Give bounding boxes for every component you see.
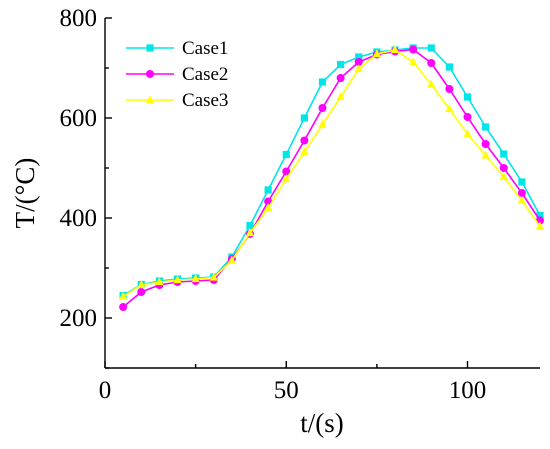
x-tick-label: 0 — [99, 377, 112, 404]
data-point-case2 — [282, 167, 291, 176]
y-tick-label: 200 — [60, 305, 98, 332]
data-point-case3 — [354, 64, 363, 73]
data-point-case3 — [155, 277, 164, 286]
data-point-case3 — [481, 150, 490, 159]
data-point-case1 — [300, 114, 308, 122]
data-point-case2 — [137, 288, 146, 296]
data-point-case1 — [482, 123, 490, 131]
data-point-case3 — [390, 45, 400, 54]
data-point-case1 — [318, 78, 327, 86]
data-point-case3 — [209, 272, 218, 281]
y-tick-label: 600 — [60, 105, 98, 132]
legend-label: Case3 — [182, 90, 228, 111]
data-point-case2 — [336, 74, 345, 82]
legend-marker — [146, 70, 154, 78]
legend-marker — [145, 95, 155, 104]
x-tick-label: 50 — [274, 377, 299, 404]
data-point-case2 — [481, 140, 490, 148]
legend-label: Case2 — [182, 64, 228, 85]
data-point-case3 — [445, 104, 454, 113]
data-point-case3 — [282, 174, 291, 183]
data-point-case3 — [227, 255, 237, 264]
data-point-case3 — [535, 221, 545, 230]
data-point-case3 — [137, 280, 146, 289]
data-point-case3 — [245, 228, 255, 237]
data-point-case3 — [427, 79, 436, 88]
series-line-case1 — [122, 47, 541, 297]
data-point-case1 — [536, 211, 544, 220]
data-point-case2 — [445, 85, 454, 93]
data-point-case2 — [427, 59, 436, 67]
legend-item-case1: Case1 — [126, 38, 228, 59]
data-point-case3 — [499, 172, 508, 181]
data-point-case2 — [318, 104, 327, 112]
legend-item-case3: Case3 — [126, 90, 228, 111]
data-point-case3 — [263, 203, 273, 212]
x-tick-label: 100 — [449, 377, 487, 404]
data-point-case3 — [408, 57, 418, 66]
data-point-case3 — [300, 147, 309, 156]
x-axis-title: t/(s) — [300, 408, 344, 438]
data-point-case2 — [300, 136, 309, 145]
data-point-case1 — [282, 150, 290, 159]
data-point-case2 — [119, 303, 128, 311]
data-point-case2 — [354, 58, 363, 66]
data-point-case1 — [445, 63, 453, 71]
data-point-case1 — [246, 221, 254, 230]
axes — [104, 18, 540, 369]
data-point-case3 — [372, 49, 382, 58]
data-point-case3 — [517, 195, 527, 204]
data-point-case1 — [518, 178, 526, 186]
data-point-case3 — [191, 274, 200, 283]
data-point-case1 — [427, 44, 435, 52]
legend-label: Case1 — [182, 38, 228, 59]
data-point-case2 — [517, 189, 526, 197]
data-point-case3 — [336, 92, 345, 101]
ticks: 0 50 100 200 400 600 800 — [60, 5, 487, 404]
data-point-case3 — [118, 291, 128, 300]
series-line-case2 — [122, 48, 541, 308]
series-layer — [118, 44, 545, 311]
y-tick-label: 400 — [60, 205, 98, 232]
data-point-case1 — [355, 53, 363, 61]
data-point-case2 — [409, 45, 418, 54]
series-case2 — [119, 45, 544, 311]
legend-item-case2: Case2 — [126, 64, 228, 85]
data-point-case1 — [337, 60, 345, 69]
legend: Case1 Case2 Case3 — [126, 38, 228, 111]
data-point-case1 — [500, 150, 508, 158]
y-axis-title: T/(°C) — [10, 158, 40, 229]
data-point-case3 — [173, 275, 182, 284]
legend-marker — [146, 44, 154, 52]
data-point-case1 — [264, 186, 272, 194]
data-point-case1 — [463, 93, 472, 101]
y-tick-label: 800 — [60, 5, 98, 32]
data-point-case3 — [318, 119, 327, 128]
data-point-case3 — [463, 129, 472, 138]
data-point-case2 — [499, 164, 508, 172]
series-case3 — [118, 45, 545, 300]
series-line-case3 — [122, 49, 541, 298]
data-point-case2 — [463, 113, 472, 121]
